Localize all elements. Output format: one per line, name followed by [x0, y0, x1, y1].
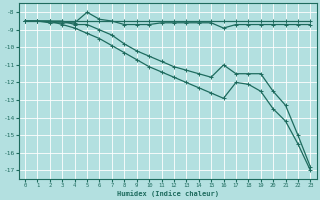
X-axis label: Humidex (Indice chaleur): Humidex (Indice chaleur) [117, 190, 219, 197]
